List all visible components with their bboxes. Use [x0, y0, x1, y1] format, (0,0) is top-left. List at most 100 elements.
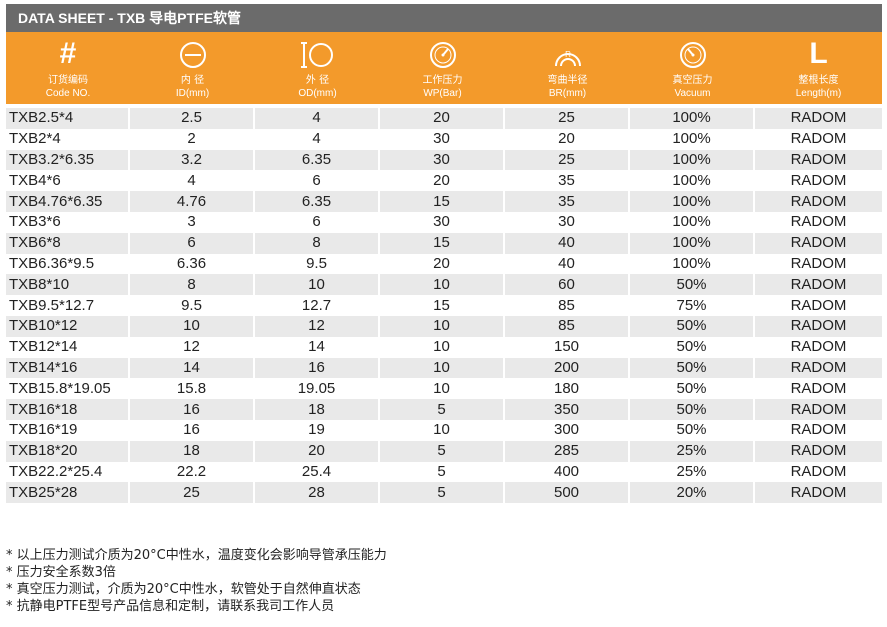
table-cell: 100%	[630, 232, 755, 254]
column-label-cn: 真空压力	[672, 75, 713, 86]
table-cell: 100%	[630, 108, 755, 129]
table-cell: 10	[380, 315, 505, 337]
footnotes: * 以上压力测试介质为20°C中性水，温度变化会影响导管承压能力 * 压力安全系…	[6, 547, 387, 615]
table-cell: RADOM	[755, 399, 882, 420]
sheet-title: DATA SHEET - TXB 导电PTFE软管	[6, 4, 882, 32]
table-cell: 40	[505, 253, 630, 275]
table-cell: 4.76	[130, 191, 255, 212]
table-cell: 12	[255, 315, 380, 337]
table-row: TXB2*4 2 4 30 20 100% RADOM	[6, 128, 882, 150]
column-header-code: # 订货编码 Code NO.	[6, 32, 130, 104]
svg-text:R: R	[565, 50, 571, 59]
table-cell: TXB16*19	[6, 419, 130, 441]
table-cell: 10	[380, 336, 505, 358]
table-cell: 25	[130, 482, 255, 504]
table-cell: RADOM	[755, 274, 882, 296]
table-cell: TXB15.8*19.05	[6, 378, 130, 400]
table-cell: 19	[255, 419, 380, 441]
table-cell: 6	[130, 232, 255, 254]
table-cell: 22.2	[130, 461, 255, 483]
table-row: TXB6*8 6 8 15 40 100% RADOM	[6, 232, 882, 254]
table-cell: TXB3*6	[6, 211, 130, 233]
table-cell: 5	[380, 399, 505, 420]
table-cell: RADOM	[755, 191, 882, 212]
table-cell: 2.5	[130, 108, 255, 129]
table-cell: 180	[505, 378, 630, 400]
pressure-gauge-icon	[429, 42, 456, 68]
table-cell: 12	[130, 336, 255, 358]
table-cell: TXB4.76*6.35	[6, 191, 130, 212]
table-cell: TXB6.36*9.5	[6, 253, 130, 275]
table-cell: RADOM	[755, 440, 882, 462]
table-cell: 100%	[630, 128, 755, 150]
table-cell: 19.05	[255, 378, 380, 400]
hash-icon: #	[59, 37, 77, 70]
table-cell: 6.36	[130, 253, 255, 275]
table-cell: 25%	[630, 440, 755, 462]
table-cell: 75%	[630, 295, 755, 316]
table-cell: 20	[380, 253, 505, 275]
table-cell: 10	[130, 315, 255, 337]
column-header-od: 外 径 OD(mm)	[255, 32, 380, 104]
table-cell: 6	[255, 170, 380, 192]
table-cell: TXB12*14	[6, 336, 130, 358]
table-cell: RADOM	[755, 211, 882, 233]
table-cell: 5	[380, 461, 505, 483]
table-cell: 200	[505, 357, 630, 379]
column-label-cn: 外 径	[305, 75, 330, 86]
table-cell: 10	[380, 274, 505, 296]
table-cell: 50%	[630, 357, 755, 379]
table-cell: 400	[505, 461, 630, 483]
table-cell: 85	[505, 295, 630, 316]
inner-diameter-icon	[179, 42, 206, 68]
table-cell: 30	[380, 128, 505, 150]
table-row: TXB14*16 14 16 10 200 50% RADOM	[6, 357, 882, 379]
table-cell: 8	[130, 274, 255, 296]
column-label-en: Vacuum	[674, 88, 711, 99]
table-cell: 30	[380, 149, 505, 171]
spec-table: TXB2.5*4 2.5 4 20 25 100% RADOM TXB2*4 2 4 30 20 100…	[6, 108, 882, 504]
table-cell: 10	[380, 419, 505, 441]
table-cell: 16	[255, 357, 380, 379]
footnote: * 以上压力测试介质为20°C中性水，温度变化会影响导管承压能力	[6, 548, 387, 563]
table-cell: 10	[380, 357, 505, 379]
table-cell: 3	[130, 211, 255, 233]
table-cell: 35	[505, 191, 630, 212]
column-label-cn: 内 径	[180, 75, 205, 86]
table-cell: 4	[255, 128, 380, 150]
table-cell: 20%	[630, 482, 755, 504]
table-row: TXB3.2*6.35 3.2 6.35 30 25 100% RADOM	[6, 149, 882, 171]
table-row: TXB3*6 3 6 30 30 100% RADOM	[6, 211, 882, 233]
table-cell: RADOM	[755, 461, 882, 483]
table-cell: TXB10*12	[6, 315, 130, 337]
table-cell: 10	[255, 274, 380, 296]
table-cell: 16	[130, 399, 255, 420]
column-label-en: WP(Bar)	[423, 88, 462, 99]
table-row: TXB12*14 12 14 10 150 50% RADOM	[6, 336, 882, 358]
table-cell: 25.4	[255, 461, 380, 483]
table-cell: RADOM	[755, 336, 882, 358]
table-header: # 订货编码 Code NO. 内 径 ID(mm) 外 径 OD(mm) 工作…	[6, 32, 882, 104]
table-cell: 50%	[630, 378, 755, 400]
table-row: TXB2.5*4 2.5 4 20 25 100% RADOM	[6, 108, 882, 129]
table-cell: 15	[380, 191, 505, 212]
table-cell: 20	[380, 170, 505, 192]
table-cell: 4	[255, 108, 380, 129]
table-cell: RADOM	[755, 295, 882, 316]
bend-radius-icon: R	[554, 50, 581, 67]
column-label-cn: 弯曲半径	[547, 75, 588, 86]
table-cell: 25%	[630, 461, 755, 483]
table-cell: 6	[255, 211, 380, 233]
table-cell: 28	[255, 482, 380, 504]
table-cell: TXB3.2*6.35	[6, 149, 130, 171]
table-cell: 350	[505, 399, 630, 420]
table-cell: 85	[505, 315, 630, 337]
table-cell: 100%	[630, 253, 755, 275]
table-cell: 100%	[630, 149, 755, 171]
table-cell: 25	[505, 108, 630, 129]
table-cell: 500	[505, 482, 630, 504]
table-cell: RADOM	[755, 232, 882, 254]
column-label-en: OD(mm)	[298, 88, 337, 99]
table-cell: 50%	[630, 399, 755, 420]
table-cell: 15	[380, 232, 505, 254]
